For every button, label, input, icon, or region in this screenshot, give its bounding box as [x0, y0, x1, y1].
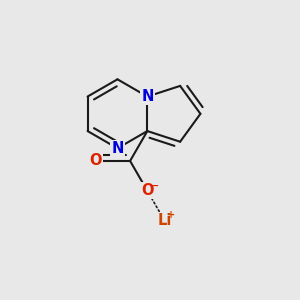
Text: O: O — [89, 153, 102, 168]
Text: +: + — [167, 210, 175, 220]
Text: −: − — [151, 180, 159, 190]
Text: N: N — [111, 141, 124, 156]
Text: O: O — [141, 183, 154, 198]
Text: Li: Li — [158, 213, 172, 228]
Text: N: N — [141, 89, 154, 104]
